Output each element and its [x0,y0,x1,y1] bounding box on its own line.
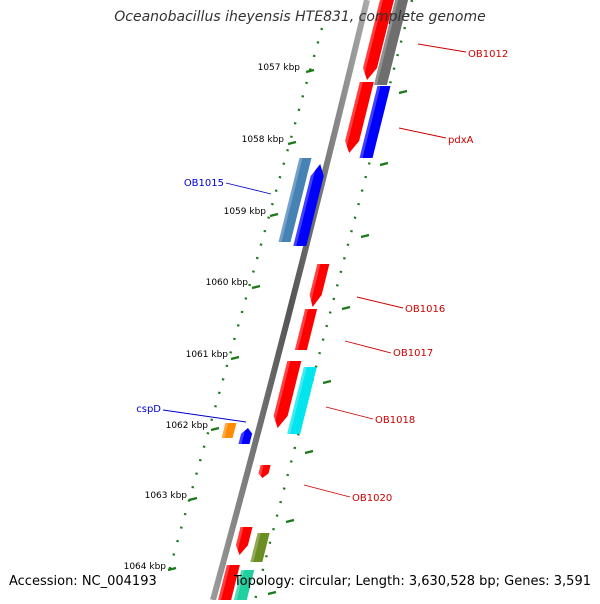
tick-label: 1063 kbp [145,491,188,501]
accession-text: Accession: NC_004193 [9,574,157,589]
tick-label: 1057 kbp [258,63,301,73]
tick-marks [167,68,408,596]
major-tick-right [398,89,408,95]
major-tick-left [269,212,279,218]
gene-OB1020 [257,465,271,478]
gene-label: OB1018 [375,415,415,426]
gene-label: cspD [136,404,161,415]
gene-label: OB1012 [468,49,508,60]
major-tick-right [360,233,370,239]
major-tick-right [267,590,277,596]
gene-label: OB1020 [352,493,392,504]
major-tick-left [305,68,315,74]
leader-line [356,296,404,309]
gene-red-arrow [233,527,253,555]
gene-OB1018 [287,367,317,434]
tick-label: 1060 kbp [206,278,249,288]
tick-label: 1061 kbp [186,350,229,360]
leader-line [162,409,247,423]
gene-label: OB1015 [184,178,224,189]
labels: 1057 kbp 1058 kbp 1059 kbp 1060 kbp 1061 kbp… [124,49,509,572]
gene-pdxA [359,86,391,158]
gene-steelblue-block [278,158,312,242]
major-tick-left [287,140,297,146]
gene-OB1016 [306,264,330,307]
leader-line [344,340,392,354]
major-tick-right [341,305,351,311]
gene-red-arrow [342,82,374,153]
major-tick-left [167,566,177,572]
gene-label: pdxA [448,135,474,146]
gene-OB1012-arrow [360,0,394,80]
major-tick-left [210,426,220,432]
backbone [210,0,370,601]
tick-label: 1058 kbp [242,135,285,145]
gene-red-arrow [270,361,302,428]
leader-line [417,43,467,53]
gene-gray-block [373,0,409,85]
leader-line [398,127,447,139]
gene-label: OB1017 [393,348,433,359]
tick-label: 1059 kbp [224,207,267,217]
gene-teal-block [233,570,255,600]
major-tick-left [230,355,240,361]
genome-title: Oceanobacillus iheyensis HTE831, complet… [114,9,486,25]
major-tick-left [251,284,261,290]
gene-orange-block [221,423,237,438]
major-tick-left [188,496,198,502]
gene-label: OB1016 [405,304,445,315]
tick-label: 1062 kbp [166,421,209,431]
major-tick-right [285,518,295,524]
gene-cspD [238,428,253,444]
tick-label: 1064 kbp [124,562,167,572]
gene-red-block [218,565,240,600]
gene-olive-block [250,533,270,562]
leader-line [225,182,272,195]
leader-line [325,406,374,420]
gene-OB1017 [294,309,318,350]
major-tick-right [322,379,332,385]
gene-features [218,0,409,600]
gene-OB1015 [293,164,324,246]
major-tick-right [379,161,389,167]
leader-line [303,484,351,498]
major-tick-right [304,449,314,455]
topology-text: Topology: circular; Length: 3,630,528 bp… [233,574,591,589]
label-leaders [162,43,467,498]
